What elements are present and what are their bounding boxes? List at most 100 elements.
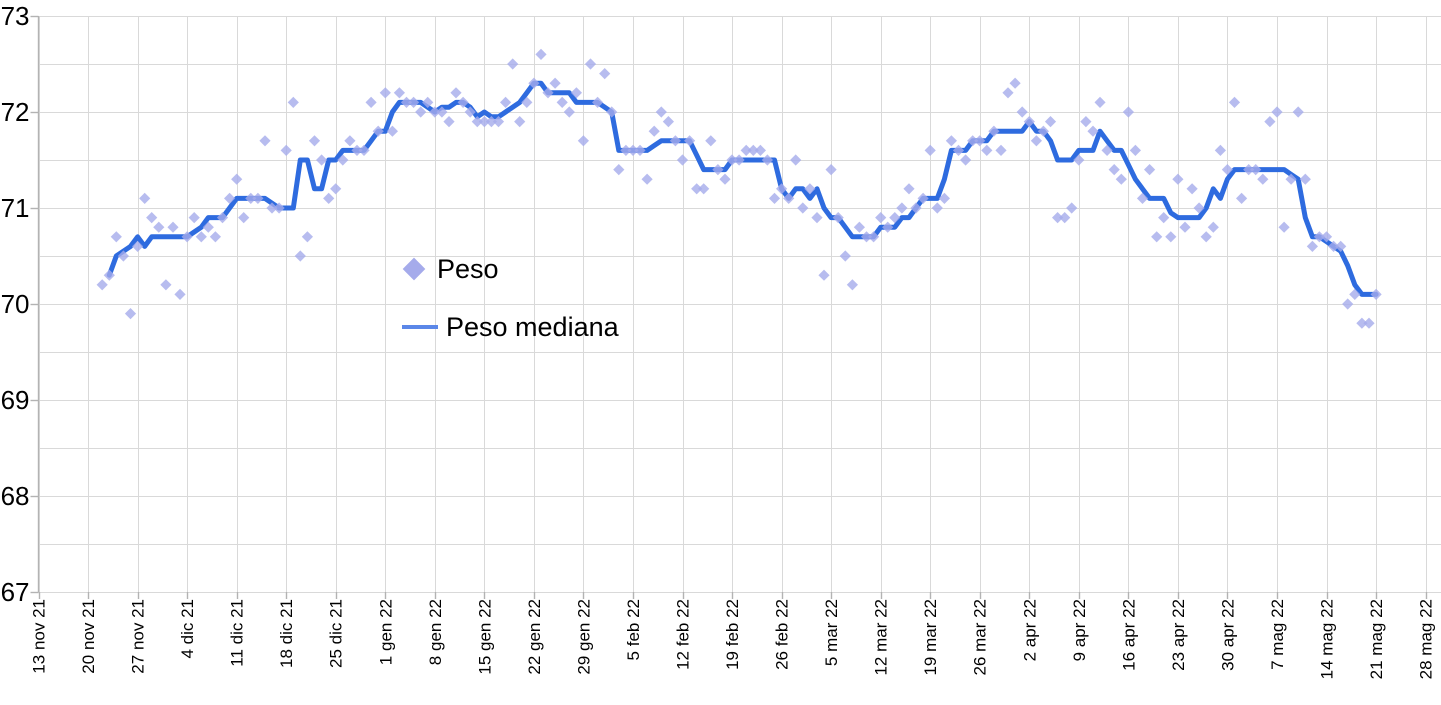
data-point-diamond xyxy=(386,125,398,137)
data-point-diamond xyxy=(712,164,724,176)
data-point-diamond xyxy=(684,135,696,147)
data-point-diamond xyxy=(691,183,703,195)
data-point-diamond xyxy=(344,135,356,147)
data-point-diamond xyxy=(804,183,816,195)
data-point-diamond xyxy=(662,116,674,128)
data-point-diamond xyxy=(1243,164,1255,176)
data-point-diamond xyxy=(592,96,604,108)
data-point-diamond xyxy=(599,68,611,80)
data-point-diamond xyxy=(209,231,221,243)
data-point-diamond xyxy=(783,192,795,204)
data-point-diamond xyxy=(761,154,773,166)
data-point-diamond xyxy=(117,250,129,262)
x-tick-label: 21 mag 22 xyxy=(1367,599,1386,679)
data-point-diamond xyxy=(1080,116,1092,128)
data-point-diamond xyxy=(160,279,172,291)
data-point-diamond xyxy=(1179,221,1191,233)
x-tick-label: 18 dic 21 xyxy=(277,599,296,668)
data-point-diamond xyxy=(676,154,689,166)
x-tick-label: 15 gen 22 xyxy=(475,599,494,675)
data-point-diamond xyxy=(1016,106,1028,118)
x-tick-label: 5 mar 22 xyxy=(822,599,841,666)
data-point-diamond xyxy=(1002,87,1014,99)
data-point-diamond xyxy=(1313,231,1325,243)
data-point-diamond xyxy=(514,116,526,128)
data-point-diamond xyxy=(952,144,965,156)
data-point-diamond xyxy=(995,144,1007,156)
x-tick-label: 19 mar 22 xyxy=(921,599,940,676)
data-point-diamond xyxy=(1285,173,1297,185)
data-point-diamond xyxy=(181,231,193,243)
x-tick-label: 29 gen 22 xyxy=(574,599,593,675)
x-tick-label: 28 mag 22 xyxy=(1417,599,1436,679)
y-axis-labels: 67 68 69 70 71 72 73 xyxy=(1,1,30,607)
data-point-diamond xyxy=(1030,135,1042,147)
data-point-diamond xyxy=(485,116,497,128)
data-point-diamond xyxy=(981,144,993,156)
y-tick-label: 67 xyxy=(1,577,30,607)
data-point-diamond xyxy=(648,125,660,137)
x-tick-label: 25 dic 21 xyxy=(327,599,346,668)
data-point-diamond xyxy=(584,58,597,70)
data-point-diamond xyxy=(167,221,179,233)
legend-item-peso-mediana[interactable]: Peso mediana xyxy=(402,310,619,344)
data-point-diamond xyxy=(1059,212,1071,224)
legend-item-peso[interactable]: Peso xyxy=(402,252,619,286)
data-point-diamond xyxy=(1370,288,1382,300)
data-point-diamond xyxy=(1094,96,1106,108)
data-point-diamond xyxy=(1271,106,1283,118)
x-tick-label: 26 feb 22 xyxy=(773,599,792,670)
data-point-diamond xyxy=(379,87,391,99)
data-point-diamond xyxy=(797,202,809,214)
data-point-diamond xyxy=(1023,116,1035,128)
data-point-diamond xyxy=(96,279,108,291)
data-point-diamond xyxy=(337,154,349,166)
data-point-diamond xyxy=(429,106,441,118)
data-point-diamond xyxy=(1193,202,1205,214)
data-point-diamond xyxy=(457,96,469,108)
data-point-diamond xyxy=(832,212,844,224)
data-point-diamond xyxy=(450,87,462,99)
data-point-diamond xyxy=(733,154,745,166)
data-point-diamond xyxy=(1101,144,1113,156)
data-point-diamond xyxy=(563,106,575,118)
data-point-diamond xyxy=(492,116,505,128)
x-tick-label: 8 gen 22 xyxy=(426,599,445,665)
scatter-series xyxy=(96,48,1382,329)
data-point-diamond xyxy=(945,135,957,147)
data-point-diamond xyxy=(294,250,306,262)
y-tick-label: 68 xyxy=(1,481,30,511)
median-line-series xyxy=(106,80,1379,297)
x-tick-label: 5 feb 22 xyxy=(624,599,643,660)
data-point-diamond xyxy=(1136,192,1149,204)
data-point-diamond xyxy=(415,106,427,118)
x-tick-label: 7 mag 22 xyxy=(1268,599,1287,670)
data-point-diamond xyxy=(1165,231,1177,243)
data-point-diamond xyxy=(754,144,766,156)
data-point-diamond xyxy=(655,106,667,118)
data-point-diamond xyxy=(846,279,858,291)
y-tick-label: 72 xyxy=(1,97,30,127)
legend-label-peso-mediana: Peso mediana xyxy=(446,312,619,342)
data-point-diamond xyxy=(726,154,738,166)
gridlines xyxy=(38,16,1441,593)
data-point-diamond xyxy=(535,48,547,60)
data-point-diamond xyxy=(1122,106,1134,118)
data-point-diamond xyxy=(1299,173,1311,185)
data-point-diamond xyxy=(372,125,384,137)
data-point-diamond xyxy=(938,192,950,204)
data-point-diamond xyxy=(528,77,540,89)
data-point-diamond xyxy=(556,96,568,108)
data-point-diamond xyxy=(1278,221,1290,233)
data-point-diamond xyxy=(853,221,865,233)
legend-label-peso: Peso xyxy=(437,254,499,284)
data-point-diamond xyxy=(1151,231,1163,243)
data-point-diamond xyxy=(839,250,851,262)
data-point-diamond xyxy=(669,135,681,147)
data-point-diamond xyxy=(393,87,405,99)
data-point-diamond xyxy=(1228,96,1241,108)
y-tick-label: 70 xyxy=(1,289,30,319)
data-point-diamond xyxy=(818,269,830,281)
data-point-diamond xyxy=(153,221,165,233)
data-point-diamond xyxy=(323,192,335,204)
